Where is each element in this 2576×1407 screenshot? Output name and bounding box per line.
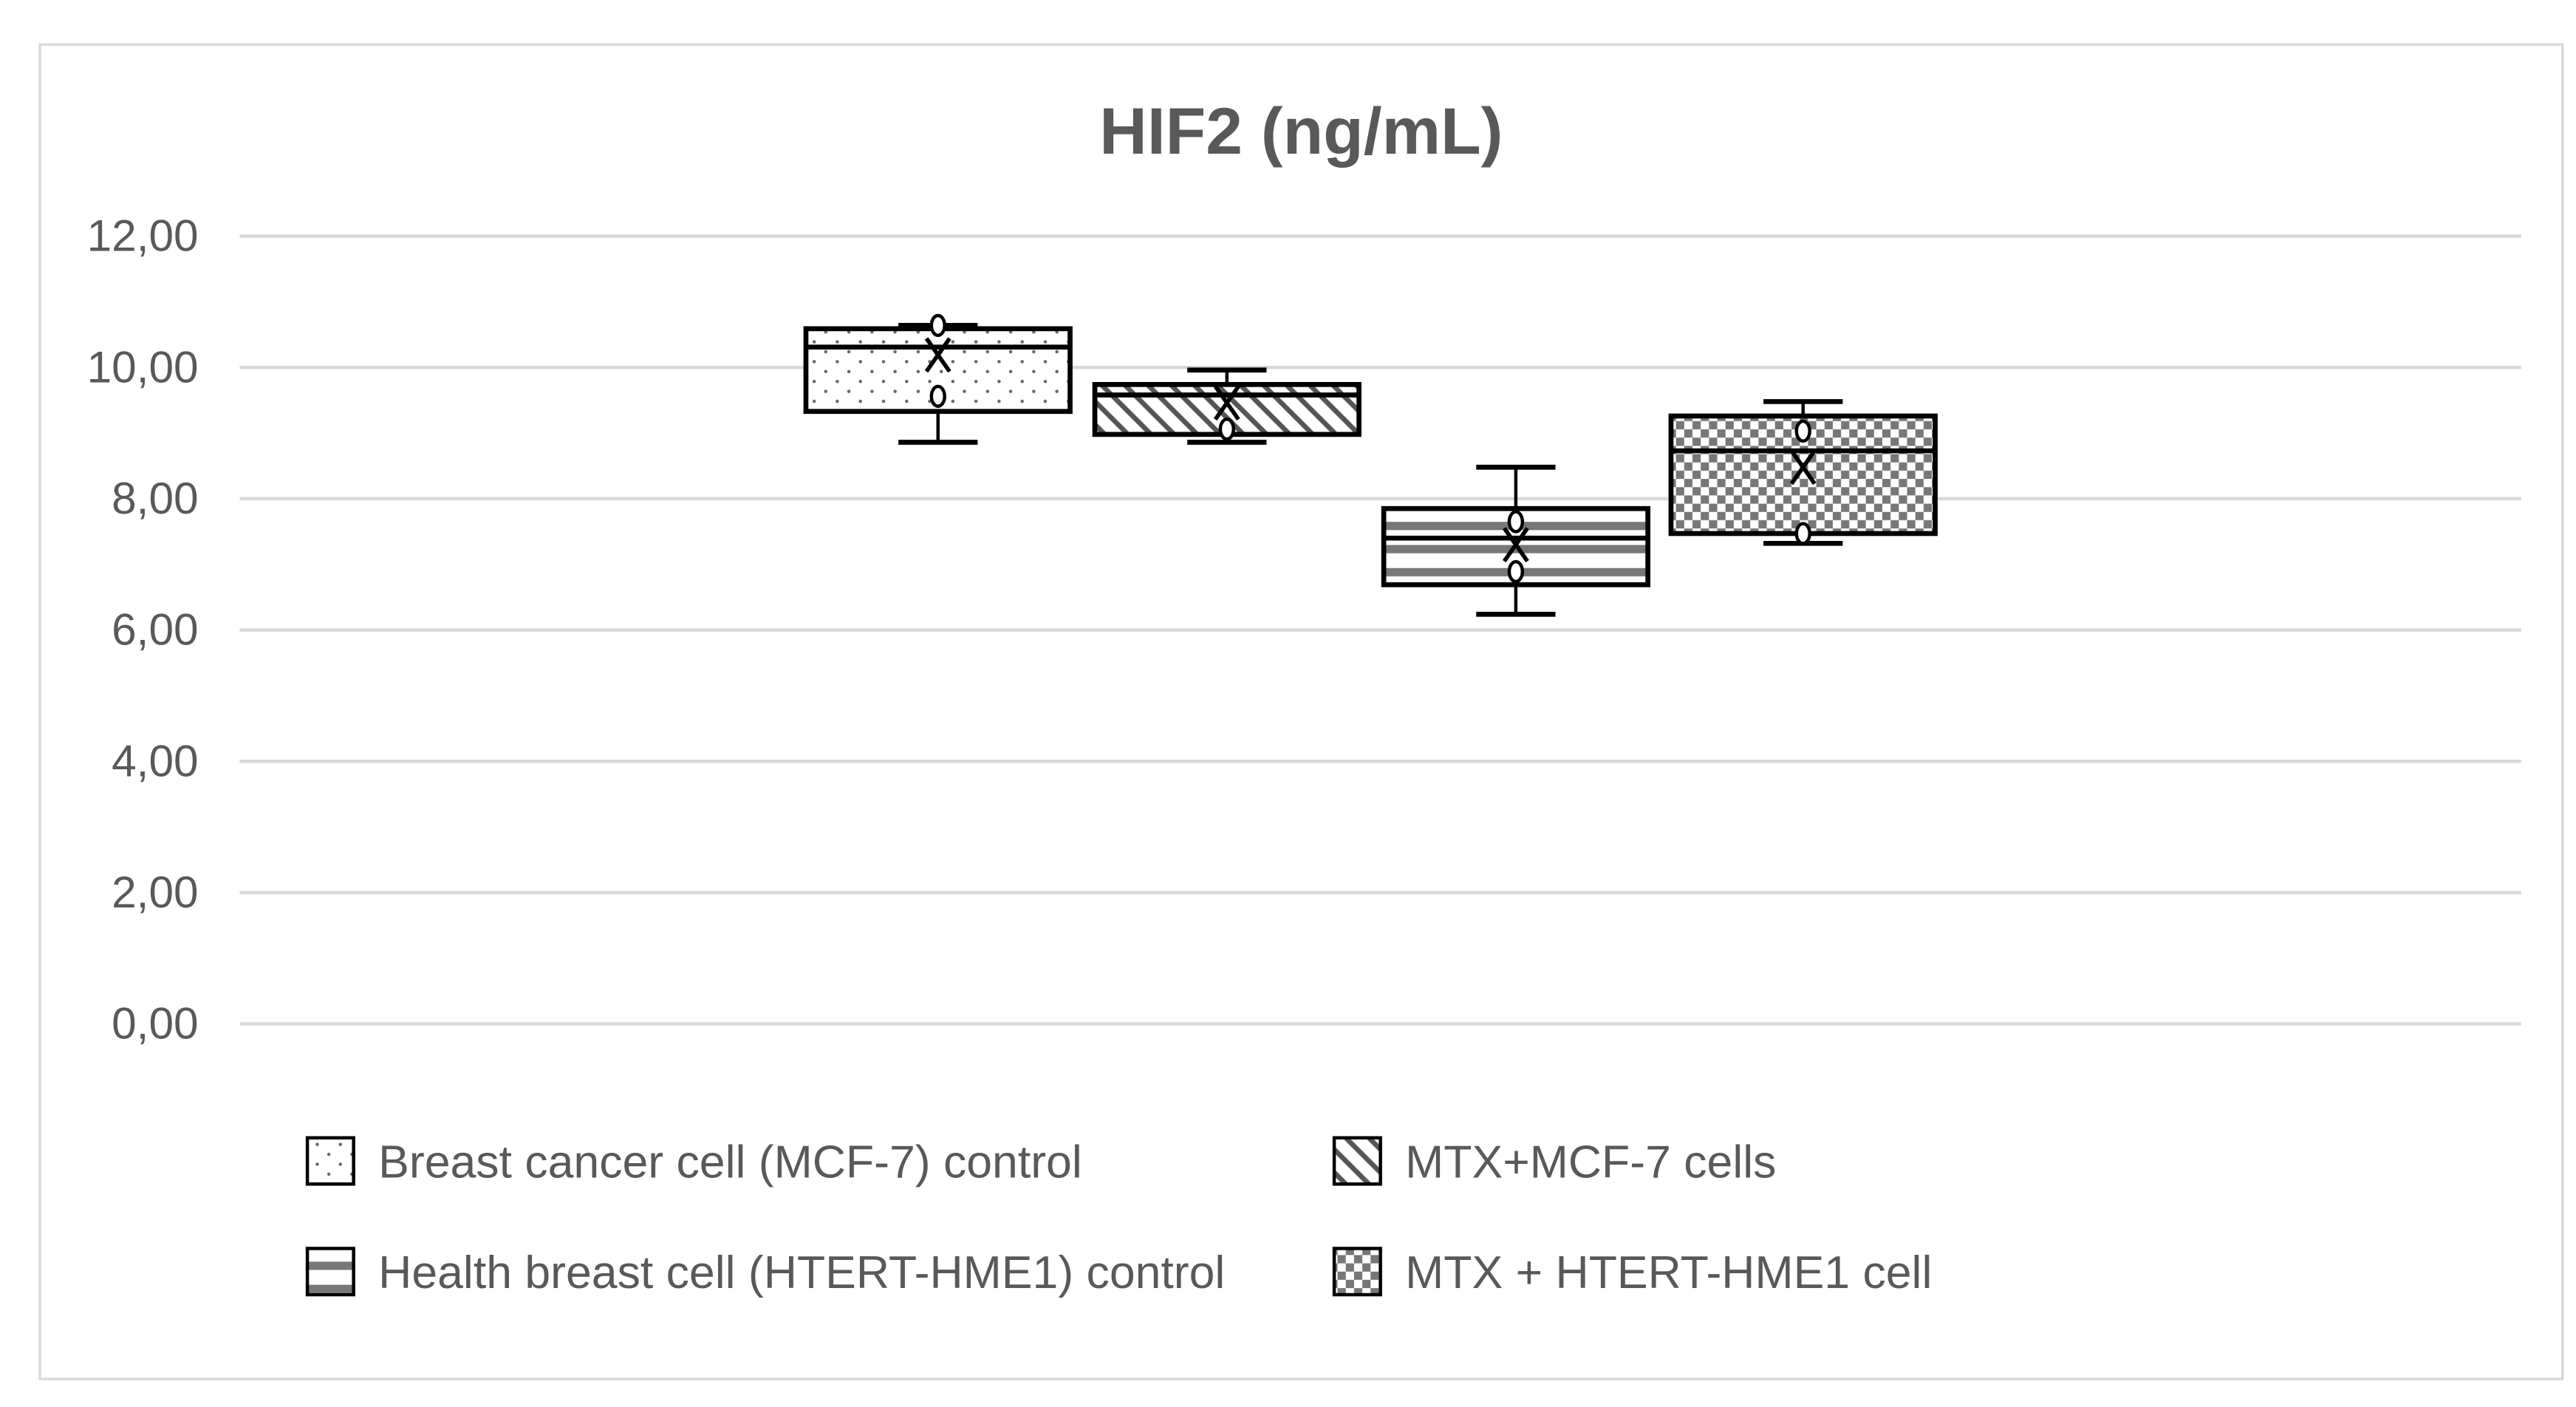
legend-item: MTX+MCF-7 cells bbox=[1332, 1136, 1776, 1188]
y-tick-label: 8,00 bbox=[112, 473, 198, 523]
legend-swatch bbox=[305, 1136, 355, 1186]
data-point bbox=[1218, 418, 1235, 441]
data-point bbox=[1507, 510, 1525, 534]
legend-item: Health breast cell (HTERT-HME1) control bbox=[305, 1247, 1225, 1298]
legend-label: MTX + HTERT-HME1 cell bbox=[1405, 1247, 1932, 1298]
legend-label: MTX+MCF-7 cells bbox=[1405, 1136, 1776, 1188]
y-tick-label: 10,00 bbox=[87, 341, 199, 392]
box-dots bbox=[803, 313, 1073, 445]
y-tick-label: 4,00 bbox=[112, 735, 198, 786]
chart-title: HIF2 (ng/mL) bbox=[1099, 94, 1503, 168]
data-point bbox=[1794, 522, 1811, 545]
data-point bbox=[1794, 419, 1811, 443]
chart-frame bbox=[38, 43, 2564, 1380]
data-point bbox=[929, 313, 946, 338]
legend-swatch bbox=[1332, 1247, 1382, 1297]
mean-marker bbox=[1789, 449, 1817, 486]
legend-label: Breast cancer cell (MCF-7) control bbox=[378, 1136, 1082, 1188]
mean-marker bbox=[924, 337, 952, 373]
legend-item: Breast cancer cell (MCF-7) control bbox=[305, 1136, 1082, 1188]
y-tick-label: 6,00 bbox=[112, 604, 198, 655]
mean-marker bbox=[1213, 385, 1240, 421]
data-point bbox=[1507, 559, 1525, 584]
legend-swatch bbox=[1332, 1136, 1382, 1186]
legend-item: MTX + HTERT-HME1 cell bbox=[1332, 1247, 1932, 1298]
legend-swatch bbox=[305, 1247, 355, 1297]
data-point bbox=[929, 384, 946, 408]
mean-marker bbox=[1502, 527, 1529, 563]
box-checker bbox=[1668, 399, 1938, 546]
box-diagonal bbox=[1092, 367, 1362, 445]
y-tick-label: 2,00 bbox=[112, 867, 198, 917]
box-horizontal bbox=[1381, 464, 1651, 617]
y-tick-label: 12,00 bbox=[87, 211, 199, 261]
legend-label: Health breast cell (HTERT-HME1) control bbox=[378, 1247, 1225, 1298]
y-tick-label: 0,00 bbox=[112, 998, 198, 1049]
